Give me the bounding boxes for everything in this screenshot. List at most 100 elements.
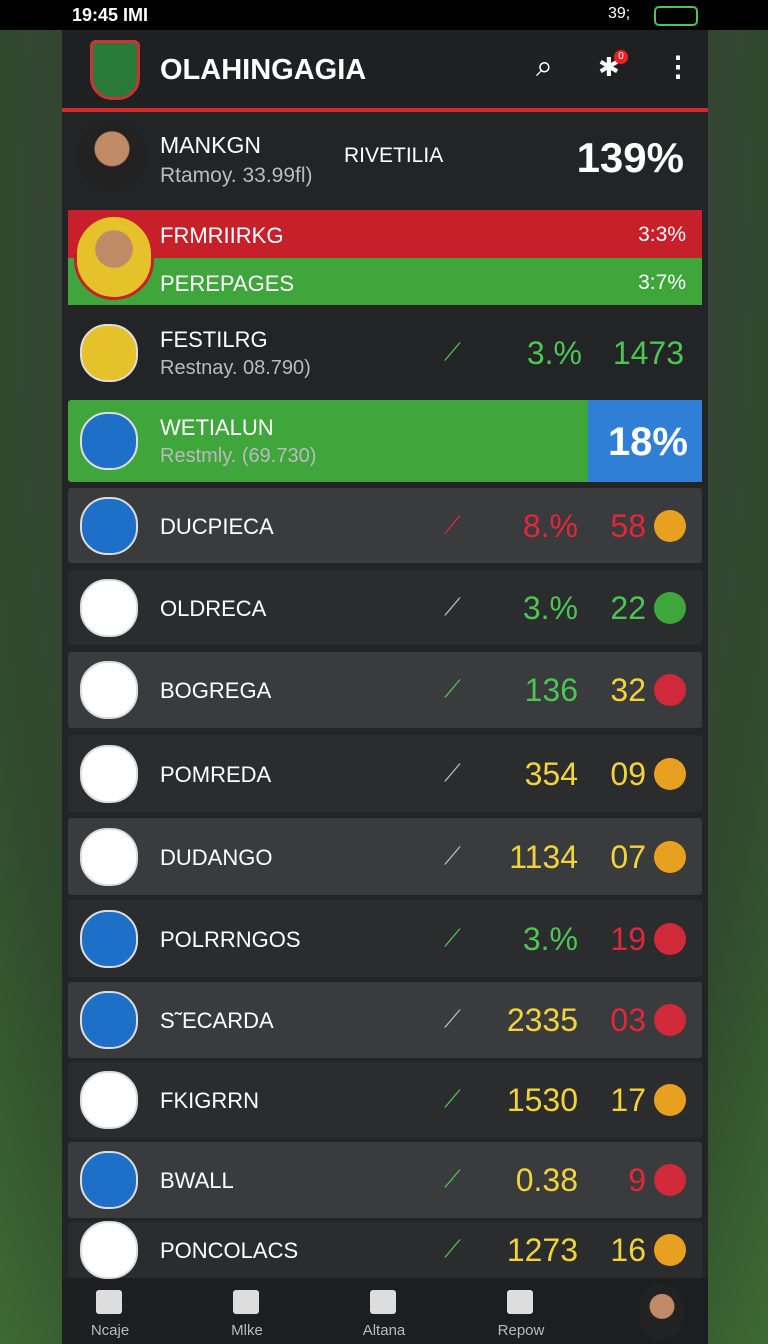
team-subtitle: Restnay. 08.790) xyxy=(160,356,311,379)
team-name: S˜ECARDA xyxy=(160,1008,274,1033)
nav-label[interactable]: Altana xyxy=(362,1322,406,1339)
change: 136 xyxy=(524,672,578,708)
list-row[interactable]: WETIALUN Restmly. (69.730) 18% xyxy=(68,400,702,482)
list-row[interactable]: BOGREGA ⟋ 136 32 xyxy=(68,652,702,728)
team-name: WETIALUN xyxy=(160,415,274,440)
team-name: POMREDA xyxy=(160,761,272,787)
player-label: RIVETILIA xyxy=(344,144,444,167)
team-name: DUCPIECA xyxy=(160,513,274,539)
team-logo xyxy=(80,827,138,886)
badge-icon xyxy=(654,674,686,706)
menu-button[interactable]: ⋮ xyxy=(664,51,692,82)
badge-icon xyxy=(654,1234,686,1266)
value: 9 xyxy=(628,1162,646,1198)
nav-label[interactable]: Ncaje xyxy=(90,1322,130,1339)
value: 22 xyxy=(610,589,646,626)
list-row[interactable]: DUDANGO ⟋ 1134 07 xyxy=(68,818,702,895)
team-logo xyxy=(80,578,138,637)
trend-icon: ⟋ xyxy=(444,1236,461,1263)
change: 2335 xyxy=(506,1002,578,1038)
team-logo xyxy=(80,1151,138,1209)
badge-icon xyxy=(654,757,686,790)
team-logo xyxy=(80,991,138,1049)
avatar xyxy=(76,120,148,192)
list-row[interactable]: FESTILRG Restnay. 08.790) ⟋ 3.% 1473 xyxy=(68,310,702,395)
bottom-nav: Ncaje Mlke Altana Repow xyxy=(62,1278,708,1344)
trend-icon: ⟋ xyxy=(444,1166,461,1193)
highlight-value: 3:7% xyxy=(638,271,686,294)
time: 19:45 IMI xyxy=(72,5,149,25)
team-name: FESTILRG xyxy=(160,326,268,352)
trend-icon: ⟋ xyxy=(444,1086,461,1113)
value: 32 xyxy=(610,672,646,708)
highlight-name: PEREPAGES xyxy=(160,271,295,296)
nav-icon[interactable] xyxy=(96,1290,122,1314)
value: 58 xyxy=(610,507,646,544)
notification-badge: 0 xyxy=(614,50,628,64)
change: 3.% xyxy=(522,920,578,957)
trend-icon: ⟋ xyxy=(444,338,461,366)
trend-icon: ⟋ xyxy=(444,759,461,787)
team-logo xyxy=(80,496,138,555)
nav-icon[interactable] xyxy=(233,1290,259,1314)
profile-avatar[interactable] xyxy=(640,1284,684,1340)
nav-icon[interactable] xyxy=(507,1290,533,1314)
trend-icon: ⟋ xyxy=(444,593,461,621)
search-button[interactable]: ⌕ xyxy=(536,50,553,83)
team-subtitle: Restmly. (69.730) xyxy=(160,445,317,467)
team-name: BOGREGA xyxy=(160,678,272,703)
team-name: OLDRECA xyxy=(160,595,267,621)
team-name: POLRRNGOS xyxy=(160,926,301,952)
highlight-row[interactable]: FRMRIIRKG 3:3% xyxy=(68,210,702,258)
team-logo xyxy=(80,1221,138,1279)
value: 19 xyxy=(610,920,646,957)
team-logo xyxy=(80,661,138,719)
badge-icon xyxy=(654,1084,686,1116)
top-player[interactable]: MANKGN Rtamoy. 33.99fl) RIVETILIA 139% xyxy=(62,112,708,205)
change: 1134 xyxy=(509,838,578,875)
nav-label[interactable]: Repow xyxy=(497,1322,545,1339)
change: 3.% xyxy=(522,589,578,626)
highlight-row[interactable]: PEREPAGES 3:7% xyxy=(68,258,702,305)
value: 03 xyxy=(610,1002,646,1038)
value: 1473 xyxy=(612,334,684,371)
list-row[interactable]: PONCOLACS ⟋ 1273 16 xyxy=(68,1221,702,1279)
change: 3.% xyxy=(526,334,582,371)
team-name: DUDANGO xyxy=(160,844,273,870)
list-row[interactable]: BWALL ⟋ 0.38 9 xyxy=(68,1142,702,1218)
trend-icon: ⟋ xyxy=(444,676,461,703)
player-name: MANKGN xyxy=(160,132,261,158)
player-subtitle: Rtamoy. 33.99fl) xyxy=(160,164,313,187)
trend-icon: ⟋ xyxy=(444,1006,461,1033)
status-bar: 19:45 IMI 39; xyxy=(0,0,768,30)
badge-icon xyxy=(654,1004,686,1036)
list-row[interactable]: FKIGRRN ⟋ 1530 17 xyxy=(68,1062,702,1138)
change: 8.% xyxy=(522,507,578,544)
list-row[interactable]: POMREDA ⟋ 354 09 xyxy=(68,735,702,812)
header: OLAHINGAGIA ⌕ ✱ 0 ⋮ xyxy=(62,30,708,112)
list-row[interactable]: OLDRECA ⟋ 3.% 22 xyxy=(68,570,702,645)
highlight-name: FRMRIIRKG xyxy=(160,223,284,248)
change: 354 xyxy=(524,755,578,792)
nav-label[interactable]: Mlke xyxy=(231,1322,263,1339)
nav-icon[interactable] xyxy=(370,1290,396,1314)
list-row[interactable]: POLRRNGOS ⟋ 3.% 19 xyxy=(68,900,702,977)
team-logo xyxy=(80,412,138,470)
badge-icon xyxy=(654,1164,686,1196)
battery: 39; xyxy=(608,5,631,22)
value: 09 xyxy=(610,755,646,792)
avatar xyxy=(74,214,154,300)
app-title: OLAHINGAGIA xyxy=(160,54,367,86)
badge-icon xyxy=(654,840,686,873)
badge-icon xyxy=(654,591,686,624)
team-name: FKIGRRN xyxy=(160,1088,259,1113)
highlight-value: 3:3% xyxy=(638,223,686,246)
list-row[interactable]: S˜ECARDA ⟋ 2335 03 xyxy=(68,982,702,1058)
badge-icon xyxy=(654,922,686,955)
badge-icon xyxy=(654,509,686,542)
team-logo xyxy=(80,744,138,803)
team-logo xyxy=(80,323,138,382)
list-row[interactable]: DUCPIECA ⟋ 8.% 58 xyxy=(68,488,702,563)
team-logo xyxy=(80,1071,138,1129)
